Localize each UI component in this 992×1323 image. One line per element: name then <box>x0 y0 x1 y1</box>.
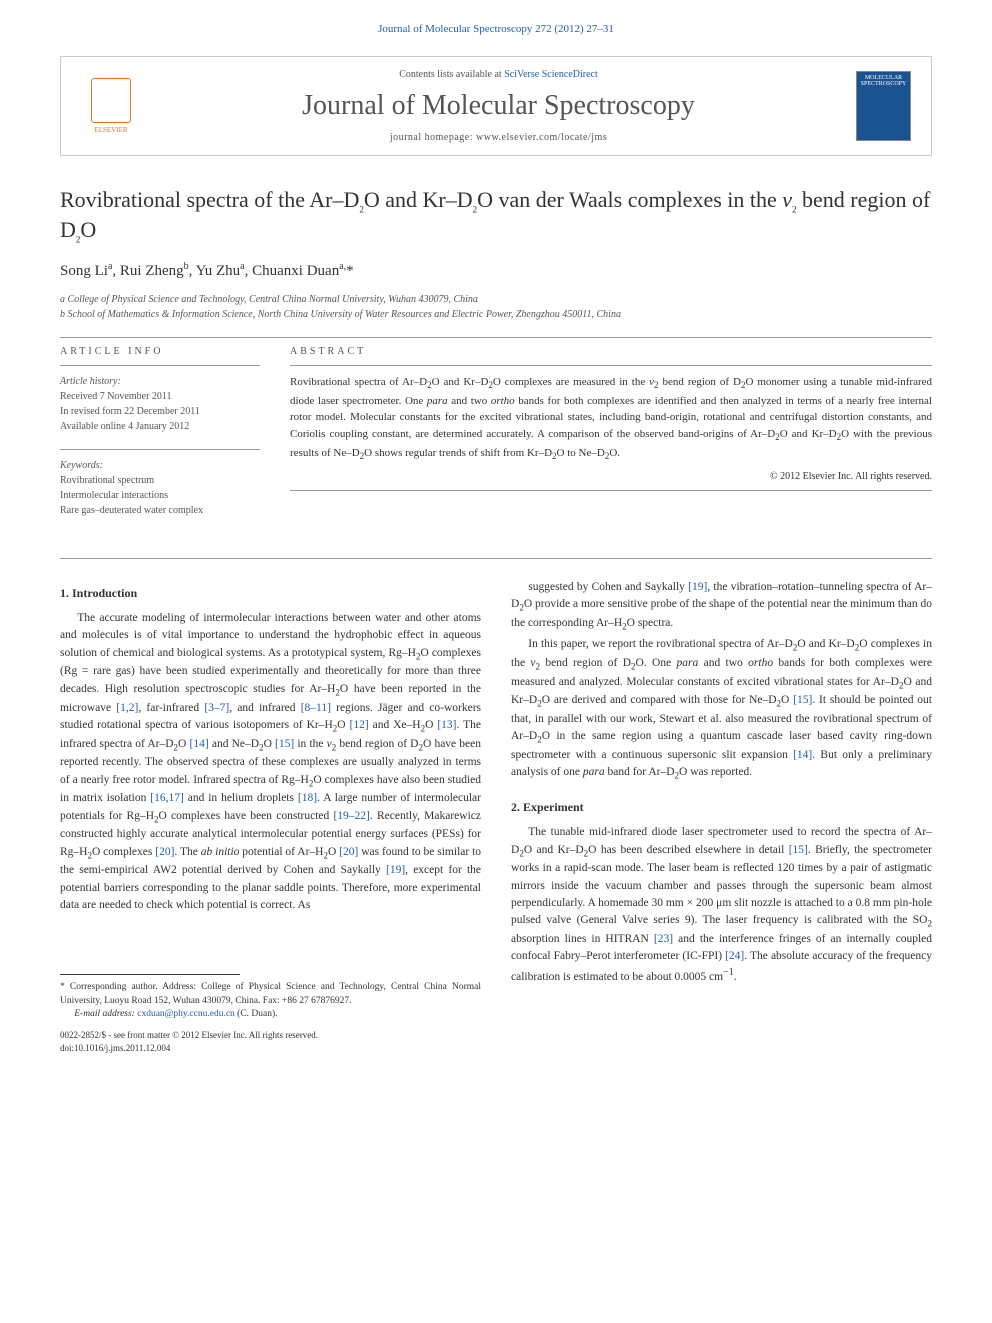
article-title: Rovibrational spectra of the Ar–D2O and … <box>60 186 932 246</box>
keywords-section: Keywords: Rovibrational spectrum Intermo… <box>60 458 260 518</box>
homepage-url[interactable]: www.elsevier.com/locate/jms <box>476 132 607 143</box>
elsevier-logo[interactable]: ELSEVIER <box>81 71 141 141</box>
body-paragraph: The tunable mid-infrared diode laser spe… <box>511 824 932 986</box>
abstract-text: Rovibrational spectra of Ar–D2O and Kr–D… <box>290 374 932 463</box>
article-body: 1. Introduction The accurate modeling of… <box>60 579 932 1054</box>
journal-cover-thumbnail[interactable]: MOLECULAR SPECTROSCOPY <box>856 71 911 141</box>
body-paragraph: The accurate modeling of intermolecular … <box>60 610 481 914</box>
page-footer: 0022-2852/$ - see front matter © 2012 El… <box>60 1029 481 1054</box>
keyword: Rare gas–deuterated water complex <box>60 503 260 518</box>
publisher-logo-area: ELSEVIER <box>81 71 141 141</box>
banner-center: Contents lists available at SciVerse Sci… <box>141 69 856 143</box>
author-email[interactable]: cxduan@phy.ccnu.edu.cn <box>137 1009 235 1019</box>
footnote-block: * Corresponding author. Address: College… <box>60 974 481 1054</box>
article-history: Article history: Received 7 November 201… <box>60 374 260 434</box>
divider <box>60 365 260 366</box>
meta-abstract-block: ARTICLE INFO Article history: Received 7… <box>60 346 932 533</box>
journal-title: Journal of Molecular Spectroscopy <box>141 90 856 122</box>
elsevier-tree-icon <box>91 78 131 123</box>
abstract-copyright: © 2012 Elsevier Inc. All rights reserved… <box>290 471 932 482</box>
page-header: Journal of Molecular Spectroscopy 272 (2… <box>0 0 992 46</box>
journal-reference: Journal of Molecular Spectroscopy 272 (2… <box>378 23 614 35</box>
email-line: E-mail address: cxduan@phy.ccnu.edu.cn (… <box>60 1008 481 1021</box>
journal-banner: ELSEVIER Contents lists available at Sci… <box>60 56 932 156</box>
article-info-column: ARTICLE INFO Article history: Received 7… <box>60 346 260 533</box>
affiliation-a: a College of Physical Science and Techno… <box>60 292 932 307</box>
affiliations: a College of Physical Science and Techno… <box>60 292 932 322</box>
issn-line: 0022-2852/$ - see front matter © 2012 El… <box>60 1029 481 1042</box>
sciverse-link[interactable]: SciVerse ScienceDirect <box>504 69 598 80</box>
received-date: Received 7 November 2011 <box>60 389 260 404</box>
abstract-column: ABSTRACT Rovibrational spectra of Ar–D2O… <box>290 346 932 533</box>
divider <box>60 558 932 559</box>
contents-available-line: Contents lists available at SciVerse Sci… <box>141 69 856 80</box>
article-header: Rovibrational spectra of the Ar–D2O and … <box>60 186 932 559</box>
homepage-line: journal homepage: www.elsevier.com/locat… <box>141 132 856 143</box>
elsevier-label: ELSEVIER <box>94 126 127 134</box>
article-info-heading: ARTICLE INFO <box>60 346 260 357</box>
online-date: Available online 4 January 2012 <box>60 419 260 434</box>
revised-date: In revised form 22 December 2011 <box>60 404 260 419</box>
footnote-divider <box>60 974 240 975</box>
abstract-heading: ABSTRACT <box>290 346 932 357</box>
body-paragraph: In this paper, we report the rovibration… <box>511 636 932 783</box>
divider <box>290 365 932 366</box>
affiliation-b: b School of Mathematics & Information Sc… <box>60 307 932 322</box>
authors-line: Song Lia, Rui Zhengb, Yu Zhua, Chuanxi D… <box>60 261 932 280</box>
divider <box>60 449 260 450</box>
keyword: Intermolecular interactions <box>60 488 260 503</box>
section-heading-intro: 1. Introduction <box>60 584 481 602</box>
divider <box>290 490 932 491</box>
footnotes: * Corresponding author. Address: College… <box>60 981 481 1021</box>
keywords-label: Keywords: <box>60 458 260 473</box>
divider <box>60 337 932 338</box>
keyword: Rovibrational spectrum <box>60 473 260 488</box>
section-heading-experiment: 2. Experiment <box>511 798 932 816</box>
body-paragraph: suggested by Cohen and Saykally [19], th… <box>511 579 932 634</box>
corresponding-author-note: * Corresponding author. Address: College… <box>60 981 481 1008</box>
doi-line: doi:10.1016/j.jms.2011.12.004 <box>60 1042 481 1055</box>
history-label: Article history: <box>60 374 260 389</box>
